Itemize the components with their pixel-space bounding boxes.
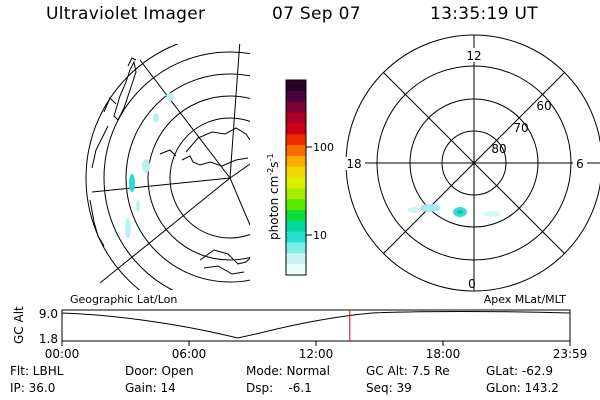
timeline-xtick-2359: 23:59: [553, 347, 588, 361]
polar-map: 12 0 18 6 60 70 80: [343, 34, 600, 292]
mlat-label-80: 80: [491, 142, 506, 156]
glon-info: GLon: 143.2: [486, 381, 559, 395]
colorbar-cell: [286, 177, 306, 189]
orbit-timeline: 9.0 1.8 GC Alt 00:00 06:00 12:00 18:00 2…: [12, 306, 587, 361]
timeline-xtick-0000: 00:00: [45, 347, 80, 361]
colorbar-cell: [286, 188, 306, 200]
mlat-label-60: 60: [536, 99, 551, 113]
seq-info: Seq: 39: [366, 381, 412, 395]
timeline-xtick-1800: 18:00: [426, 347, 461, 361]
timeline-xticks: [61, 341, 571, 346]
mlat-label-70: 70: [513, 121, 528, 135]
colorbar: 100 10 photon cm-2s-1: [266, 79, 334, 276]
polar-spokes: [346, 35, 600, 291]
colorbar-tick-100: 100: [313, 141, 334, 154]
colorbar-cell: [286, 264, 306, 276]
gain-info: Gain: 14: [125, 381, 176, 395]
colorbar-cell: [286, 166, 306, 179]
mlt-label-18: 18: [346, 157, 361, 171]
glat-info: GLat: -62.9: [486, 364, 553, 378]
colorbar-cell: [286, 199, 306, 211]
colorbar-cell: [286, 231, 306, 244]
timeline-xtick-0600: 06:00: [172, 347, 207, 361]
colorbar-tick-10: 10: [313, 229, 327, 242]
coastlines: [89, 57, 250, 275]
colorbar-cell: [286, 220, 306, 233]
latitude-circles: [85, 44, 250, 290]
timeline-ylabel: GC Alt: [12, 306, 26, 344]
colorbar-cell: [286, 210, 306, 222]
longitude-lines: [91, 44, 250, 284]
time-label: 13:35:19 UT: [430, 4, 538, 24]
date-label: 07 Sep 07: [272, 4, 361, 24]
colorbar-cell: [286, 253, 306, 265]
mlt-label-6: 6: [576, 157, 584, 171]
dsp-info: Dsp: -6.1: [246, 381, 312, 395]
mode-info: Mode: Normal: [246, 364, 330, 378]
colorbar-cell: [286, 134, 306, 146]
colorbar-cell: [286, 145, 306, 157]
geo-map-caption: Geographic Lat/Lon: [70, 293, 177, 306]
colorbar-cell: [286, 242, 306, 254]
filter-info: Flt: LBHL: [10, 364, 64, 378]
colorbar-cell: [286, 80, 306, 92]
gc-alt-info: GC Alt: 7.5 Re: [366, 364, 450, 378]
colorbar-cell: [286, 112, 306, 124]
colorbar-cell: [286, 101, 306, 114]
geographic-map: [85, 44, 250, 290]
colorbar-cell: [286, 90, 306, 103]
colorbar-gradient: [286, 80, 306, 276]
timeline-ytick-1-8: 1.8: [39, 332, 58, 346]
mlt-label-12: 12: [466, 49, 481, 63]
polar-aurora: [408, 204, 501, 217]
colorbar-cell: [286, 123, 306, 135]
timeline-ytick-9: 9.0: [39, 307, 58, 321]
colorbar-label: photon cm-2s-1: [266, 153, 281, 240]
altitude-curve: [62, 311, 570, 339]
window-title: Ultraviolet Imager: [46, 4, 206, 24]
mlt-label-0: 0: [468, 277, 476, 291]
door-info: Door: Open: [125, 364, 194, 378]
aurora-emission: [125, 93, 174, 238]
ip-info: IP: 36.0: [10, 381, 56, 395]
timeline-xtick-1200: 12:00: [299, 347, 334, 361]
colorbar-cell: [286, 155, 306, 168]
polar-map-caption: Apex MLat/MLT: [484, 293, 567, 306]
